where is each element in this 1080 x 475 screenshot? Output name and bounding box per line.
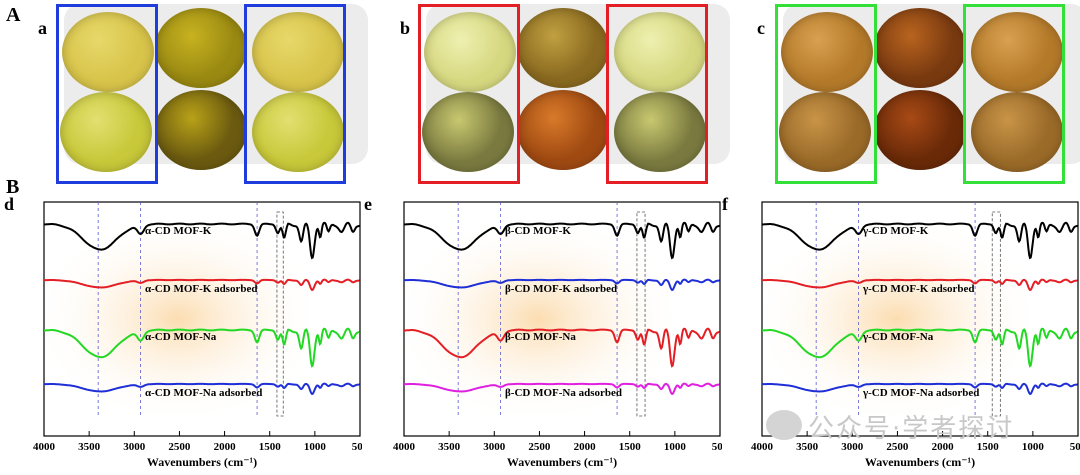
highlight-frame-right: [606, 4, 708, 184]
sample-dish-photo: [874, 8, 966, 88]
spectrum-curve: [762, 327, 1078, 368]
axes-frame: [761, 201, 1079, 437]
sample-dish-photo: [517, 90, 609, 170]
wechat-logo-icon: [766, 410, 802, 440]
spectrum-curve: [404, 382, 720, 395]
spectrum-curve: [762, 382, 1078, 395]
x-tick-label: 1000: [664, 441, 687, 453]
ftir-chart-f: f γ-CD MOF-K γ-CD MOF-K adsorbed γ-CD MOF-N…: [722, 194, 1080, 469]
sample-dish-photo: [614, 92, 706, 172]
x-tick-label: 500: [1070, 441, 1080, 453]
x-tick-label: 1000: [304, 441, 327, 453]
x-tick-label: 4000: [393, 441, 416, 453]
x-tick-label: 4000: [33, 441, 56, 453]
spectrum-curve: [44, 278, 360, 291]
highlight-frame-left: [775, 4, 877, 184]
spectrum-curve: [762, 221, 1078, 260]
section-label-a: A: [6, 4, 21, 26]
spectrum-curve: [404, 327, 720, 368]
axes-frame: [403, 201, 721, 437]
spectrum-curve: [44, 327, 360, 368]
x-axis-label: Wavenumbers (cm⁻¹): [865, 455, 975, 469]
x-tick-label: 1500: [977, 441, 1000, 453]
axes-frame: [43, 201, 361, 437]
x-axis-label: Wavenumbers (cm⁻¹): [507, 455, 617, 469]
spectrum-curve: [44, 382, 360, 395]
ftir-panel-e: e β-CD MOF-K β-CD MOF-K adsorbed β-CD MOF-N…: [360, 188, 729, 470]
spectrum-curve: [404, 278, 720, 291]
x-tick-label: 1500: [619, 441, 642, 453]
x-tick-label: 2000: [574, 441, 597, 453]
spectrum-curve: [404, 221, 720, 260]
x-tick-label: 2500: [886, 441, 909, 453]
sample-dish-photo: [252, 92, 344, 172]
panel-label-d: d: [4, 194, 14, 214]
sample-dish-photo: [422, 92, 514, 172]
curve-label: α-CD MOF-Na adsorbed: [145, 387, 262, 399]
highlight-frame-left: [418, 4, 520, 184]
highlight-frame-left: [56, 4, 158, 184]
photo-panel-a: a: [38, 0, 368, 190]
x-tick-label: 3500: [438, 441, 461, 453]
sample-dish-photo: [874, 90, 966, 170]
x-tick-label: 3500: [796, 441, 819, 453]
sample-dish-photo: [62, 12, 154, 92]
curve-label: γ-CD MOF-K: [862, 225, 929, 237]
curve-label: β-CD MOF-K: [505, 225, 571, 237]
spectrum-curve: [44, 221, 360, 260]
sample-dish-photo: [517, 8, 609, 88]
ftir-chart-e: e β-CD MOF-K β-CD MOF-K adsorbed β-CD MOF-N…: [364, 194, 729, 469]
panel-label-f: f: [722, 194, 729, 214]
curve-label: α-CD MOF-Na: [145, 331, 217, 343]
sample-dish-photo: [252, 12, 344, 92]
x-tick-label: 3000: [841, 441, 864, 453]
panel-label-a: a: [38, 18, 47, 38]
x-tick-label: 4000: [751, 441, 774, 453]
x-tick-label: 3000: [483, 441, 506, 453]
panel-label-c: c: [757, 18, 765, 38]
sample-dish-photo: [155, 90, 247, 170]
spectrum-curve: [762, 278, 1078, 291]
panel-label-e: e: [364, 194, 372, 214]
sample-dish-photo: [779, 92, 871, 172]
curve-label: β-CD MOF-Na adsorbed: [505, 387, 622, 399]
photo-panel-b: b: [400, 0, 730, 190]
sample-dish-photo: [424, 12, 516, 92]
x-axis-label: Wavenumbers (cm⁻¹): [147, 455, 257, 469]
x-tick-label: 3500: [78, 441, 101, 453]
x-tick-label: 2500: [168, 441, 191, 453]
curve-label: β-CD MOF-Na: [505, 331, 576, 343]
sample-dish-photo: [971, 12, 1063, 92]
x-tick-label: 1000: [1022, 441, 1045, 453]
watermark-text: 公众号·学者探讨: [808, 414, 1015, 444]
curve-label: β-CD MOF-K adsorbed: [505, 283, 617, 295]
curve-label: γ-CD MOF-Na: [862, 331, 934, 343]
ftir-chart-d: d α-CD MOF-K α-CD MOF-K adsorbed α-CD MOF-N…: [4, 194, 369, 469]
sample-dish-photo: [971, 92, 1063, 172]
x-tick-label: 3000: [123, 441, 146, 453]
highlight-frame-right: [244, 4, 346, 184]
x-tick-label: 2000: [932, 441, 955, 453]
curve-label: α-CD MOF-K adsorbed: [145, 283, 257, 295]
photo-panel-c: c: [757, 0, 1080, 190]
curve-label: γ-CD MOF-K adsorbed: [862, 283, 974, 295]
highlight-box: [991, 211, 1001, 417]
x-tick-label: 2000: [214, 441, 237, 453]
section-label-b: B: [6, 176, 20, 198]
sample-dish-photo: [60, 92, 152, 172]
highlight-box: [636, 211, 646, 417]
curve-label: γ-CD MOF-Na adsorbed: [862, 387, 979, 399]
x-tick-label: 1500: [259, 441, 282, 453]
sample-dish-photo: [781, 12, 873, 92]
sample-dish-photo: [155, 8, 247, 88]
highlight-frame-right: [963, 4, 1065, 184]
ftir-panel-d: d α-CD MOF-K α-CD MOF-K adsorbed α-CD MOF-N…: [0, 188, 369, 470]
panel-label-b: b: [400, 18, 411, 38]
sample-dish-photo: [614, 12, 706, 92]
curve-label: α-CD MOF-K: [145, 225, 212, 237]
ftir-panel-f: f γ-CD MOF-K γ-CD MOF-K adsorbed γ-CD MOF-N…: [718, 188, 1080, 470]
x-tick-label: 2500: [528, 441, 551, 453]
